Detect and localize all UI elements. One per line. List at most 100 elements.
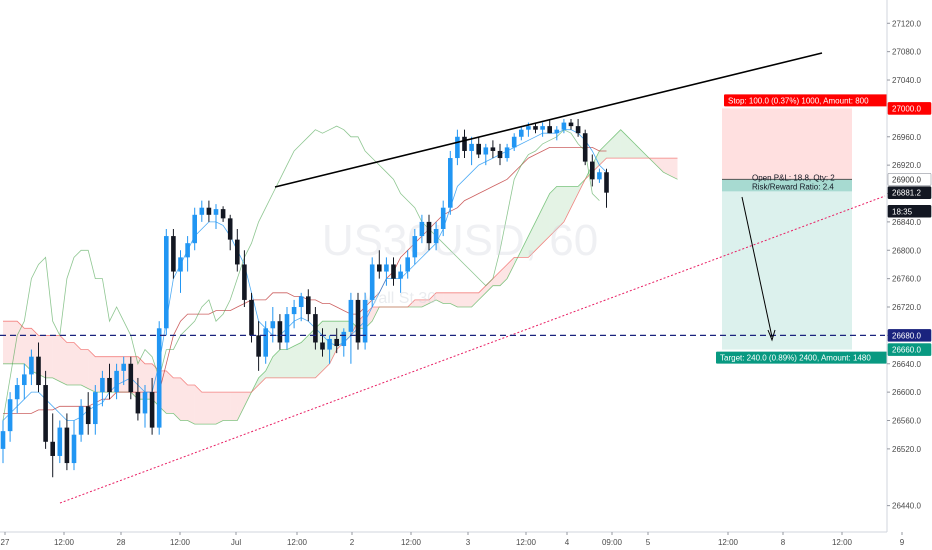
time-tick-label: 09:00 [602, 538, 623, 547]
open-pnl-zone [722, 179, 852, 192]
cloud-segment [457, 292, 465, 308]
price-badges: 27000.0 26900.0 26881.2 18:35 26680.0 26660.0 [887, 102, 932, 356]
candle-body [0, 431, 6, 449]
cloud-segment [216, 392, 224, 425]
cloud-segment [74, 342, 82, 386]
candle-body [270, 321, 276, 329]
candle [22, 363, 27, 400]
target-zone[interactable] [722, 179, 852, 350]
candle [199, 200, 205, 222]
candle [590, 154, 595, 187]
projection-arrow[interactable] [741, 196, 773, 338]
time-axis[interactable]: 27 12:00 28 12:00 Jul 12:00 2 12:00 3 12:00 4 09:00… [0, 531, 932, 550]
price-axis-bg [887, 0, 932, 532]
time-tick-label: 5 [646, 538, 651, 547]
cloud-segment [145, 363, 153, 400]
candle [419, 214, 425, 244]
candle [64, 413, 70, 471]
cloud-segment [279, 349, 287, 378]
candle [490, 140, 496, 159]
candle [249, 292, 254, 343]
candle [85, 392, 91, 435]
candle [0, 420, 6, 464]
candle [519, 126, 524, 141]
candle-body [433, 228, 439, 244]
candle [78, 399, 84, 442]
candle [313, 307, 318, 350]
candle-body [192, 214, 197, 244]
candle-body [78, 406, 84, 435]
candle [362, 292, 368, 350]
candle-body [178, 257, 183, 272]
candle-body [341, 331, 347, 347]
support-trendline[interactable] [59, 195, 886, 504]
candle-body [206, 207, 212, 215]
candle [348, 292, 354, 364]
candle [291, 299, 297, 329]
candle [469, 136, 474, 166]
price-badge [887, 186, 932, 199]
candle [128, 356, 134, 400]
candle [192, 207, 197, 251]
cloud-segment [507, 257, 515, 279]
price-tick-label: 26520.0 [892, 445, 921, 454]
candle [355, 292, 361, 350]
price-badge [887, 102, 932, 115]
candle-body [71, 434, 77, 464]
long-short-position-tool[interactable]: Stop: 100.0 (0.37%) 1000, Amount: 800 Tar… [716, 94, 904, 364]
candle-body [100, 377, 105, 393]
candle [100, 370, 105, 407]
candle [320, 328, 325, 357]
candle-body [284, 314, 290, 343]
candle-body [582, 133, 588, 162]
time-tick-label: 9 [900, 538, 905, 547]
price-badge [887, 173, 932, 186]
drawing-tools[interactable] [0, 52, 886, 504]
candle [284, 307, 290, 350]
stop-zone[interactable] [722, 108, 852, 180]
candle [171, 228, 176, 279]
candle-body [149, 392, 155, 428]
cloud-segment [287, 346, 295, 378]
price-axis[interactable]: 26440.0 26520.0 26560.0 26600.0 26640.0 26680… [886, 0, 932, 532]
stop-info-box-label: Stop: 100.0 (0.37%) 1000, Amount: 800 [728, 96, 869, 105]
candle [29, 349, 34, 386]
candle [270, 307, 276, 343]
price-tick-label: 26800.0 [892, 246, 921, 255]
candle-body [164, 236, 169, 329]
price-badge [887, 204, 932, 218]
candle [298, 292, 304, 322]
cloud-segment [421, 299, 429, 308]
candle-body [235, 239, 240, 265]
resistance-trendline[interactable] [274, 52, 823, 188]
candle-body [121, 363, 126, 371]
candle-body [590, 161, 595, 180]
candle-body [135, 392, 141, 414]
watermark-symbol: US30USD, 60 [322, 216, 598, 265]
candle-body [355, 299, 361, 343]
candle [597, 168, 602, 183]
cloud-segment [521, 236, 529, 258]
candle-body [36, 356, 41, 386]
risk-reward-text: Risk/Reward Ratio: 2.4 [752, 182, 834, 191]
candle [440, 200, 446, 237]
candle [405, 250, 410, 279]
candle [412, 228, 418, 265]
candle [582, 129, 588, 166]
cloud-segment [237, 392, 245, 421]
candle-body [448, 158, 453, 208]
cloud-segment [230, 392, 238, 421]
candle [497, 143, 503, 166]
candle [235, 228, 240, 272]
candle [334, 328, 339, 354]
candle-body [519, 129, 524, 137]
price-badge-label: 26680.0 [892, 331, 921, 340]
time-tick-label: 2 [350, 538, 355, 547]
cloud-segment [329, 321, 337, 364]
candle-body [384, 264, 389, 272]
time-tick-label: 12:00 [170, 538, 191, 547]
candle-body [334, 338, 339, 347]
cloud-segment [322, 321, 330, 371]
